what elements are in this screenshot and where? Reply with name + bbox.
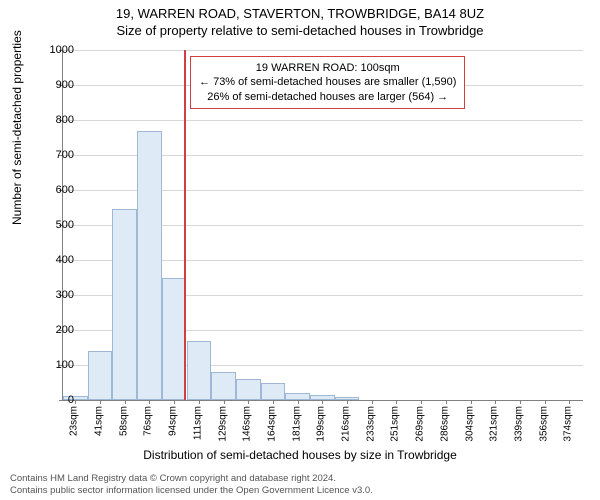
ytick-label: 900: [34, 79, 74, 91]
ytick-label: 700: [34, 149, 74, 161]
annotation-box: 19 WARREN ROAD: 100sqm← 73% of semi-deta…: [190, 56, 465, 109]
ytick-label: 1000: [34, 44, 74, 56]
histogram-bar: [285, 393, 310, 400]
xtick-label: 23sqm: [69, 406, 80, 436]
ytick-label: 500: [34, 219, 74, 231]
xtick-mark: [100, 400, 101, 404]
xtick-label: 146sqm: [242, 406, 253, 442]
footer-attribution: Contains HM Land Registry data © Crown c…: [10, 473, 373, 496]
xtick-label: 233sqm: [365, 406, 376, 442]
xtick-label: 111sqm: [192, 406, 203, 440]
xtick-mark: [520, 400, 521, 404]
xtick-label: 374sqm: [563, 406, 574, 442]
xtick-mark: [322, 400, 323, 404]
x-axis-label: Distribution of semi-detached houses by …: [0, 448, 600, 462]
plot-area: 19 WARREN ROAD: 100sqm← 73% of semi-deta…: [62, 50, 583, 401]
ytick-label: 300: [34, 289, 74, 301]
xtick-mark: [149, 400, 150, 404]
xtick-label: 94sqm: [168, 406, 179, 436]
histogram-bar: [236, 379, 261, 400]
xtick-label: 251sqm: [390, 406, 401, 442]
annotation-line: 19 WARREN ROAD: 100sqm: [199, 61, 456, 75]
xtick-mark: [224, 400, 225, 404]
footer-line1: Contains HM Land Registry data © Crown c…: [10, 473, 373, 484]
xtick-label: 76sqm: [143, 406, 154, 436]
ytick-label: 0: [34, 394, 74, 406]
xtick-label: 356sqm: [538, 406, 549, 442]
xtick-label: 199sqm: [316, 406, 327, 442]
xtick-label: 41sqm: [94, 406, 105, 436]
xtick-label: 304sqm: [464, 406, 475, 442]
ytick-label: 100: [34, 359, 74, 371]
histogram-bar: [261, 383, 286, 401]
histogram-bar: [88, 351, 113, 400]
xtick-label: 216sqm: [341, 406, 352, 442]
xtick-mark: [273, 400, 274, 404]
ytick-label: 600: [34, 184, 74, 196]
xtick-mark: [174, 400, 175, 404]
xtick-mark: [199, 400, 200, 404]
xtick-mark: [75, 400, 76, 404]
histogram-bar: [162, 278, 187, 401]
ytick-label: 400: [34, 254, 74, 266]
y-axis-label: Number of semi-detached properties: [10, 30, 24, 225]
xtick-mark: [569, 400, 570, 404]
xtick-mark: [471, 400, 472, 404]
gridline: [63, 50, 583, 51]
xtick-mark: [125, 400, 126, 404]
page-title-line1: 19, WARREN ROAD, STAVERTON, TROWBRIDGE, …: [0, 0, 600, 21]
xtick-mark: [347, 400, 348, 404]
xtick-mark: [495, 400, 496, 404]
xtick-label: 58sqm: [118, 406, 129, 436]
histogram-bar: [112, 209, 137, 400]
reference-line: [184, 50, 186, 400]
histogram-bar: [211, 372, 236, 400]
annotation-line: 26% of semi-detached houses are larger (…: [199, 90, 456, 104]
annotation-line: ← 73% of semi-detached houses are smalle…: [199, 75, 456, 89]
xtick-mark: [421, 400, 422, 404]
ytick-label: 200: [34, 324, 74, 336]
xtick-label: 181sqm: [291, 406, 302, 442]
xtick-mark: [545, 400, 546, 404]
xtick-mark: [446, 400, 447, 404]
gridline: [63, 120, 583, 121]
xtick-label: 164sqm: [266, 406, 277, 442]
xtick-label: 321sqm: [489, 406, 500, 442]
xtick-mark: [248, 400, 249, 404]
xtick-mark: [298, 400, 299, 404]
histogram-bar: [137, 131, 162, 401]
xtick-mark: [372, 400, 373, 404]
histogram-bar: [187, 341, 212, 401]
xtick-mark: [396, 400, 397, 404]
xtick-label: 269sqm: [415, 406, 426, 442]
footer-line2: Contains public sector information licen…: [10, 485, 373, 496]
histogram-chart: 19 WARREN ROAD: 100sqm← 73% of semi-deta…: [62, 50, 582, 400]
page-title-line2: Size of property relative to semi-detach…: [0, 21, 600, 38]
xtick-label: 129sqm: [217, 406, 228, 442]
ytick-label: 800: [34, 114, 74, 126]
xtick-label: 339sqm: [513, 406, 524, 442]
xtick-label: 286sqm: [439, 406, 450, 442]
